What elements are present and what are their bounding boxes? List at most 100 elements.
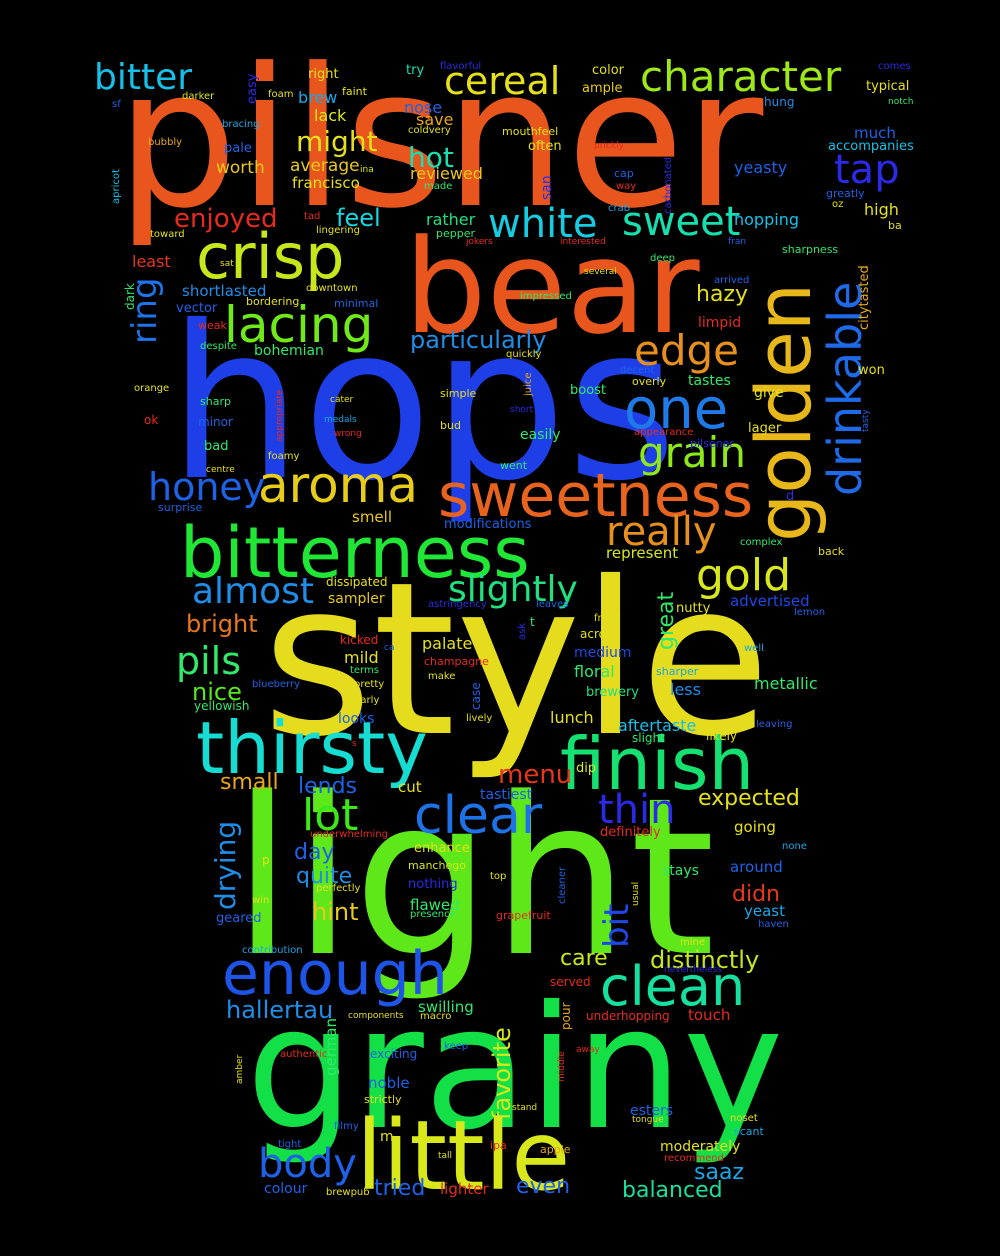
- word: macro: [420, 1011, 452, 1022]
- word: pilsener: [690, 437, 734, 450]
- word: pour: [559, 1002, 573, 1031]
- word: didn: [732, 882, 780, 907]
- word: amber: [235, 1054, 245, 1084]
- word: underwhelming: [310, 829, 388, 840]
- word: short: [510, 405, 534, 415]
- word: aroma: [258, 456, 419, 514]
- word: enhance: [414, 841, 470, 856]
- word: going: [734, 818, 776, 836]
- word: orange: [134, 383, 170, 394]
- word: golden: [739, 282, 828, 542]
- word: might: [296, 125, 378, 158]
- word: tongue: [632, 1115, 664, 1125]
- word: across: [580, 627, 619, 641]
- word: lunch: [550, 708, 594, 727]
- word: geared: [216, 911, 262, 926]
- word: modifications: [444, 517, 532, 532]
- word: underhopping: [586, 1009, 670, 1023]
- word: tasty: [861, 409, 871, 432]
- word: lot: [302, 790, 359, 841]
- word: ba: [888, 219, 902, 232]
- word: oz: [832, 199, 844, 210]
- word: finish: [560, 722, 755, 806]
- word: went: [500, 459, 528, 472]
- word: cap: [614, 167, 634, 180]
- word: coldvery: [408, 125, 451, 136]
- word: surprise: [158, 501, 203, 514]
- word: little: [356, 1100, 571, 1212]
- word: advertised: [730, 592, 810, 610]
- word: character: [640, 52, 842, 101]
- word: much: [854, 124, 896, 142]
- word: one: [624, 377, 729, 442]
- word: simple: [440, 387, 477, 400]
- word: bohemian: [254, 343, 324, 359]
- word: brewery: [586, 685, 639, 700]
- word: lively: [466, 713, 493, 724]
- word: hops: [168, 280, 678, 527]
- word: strictly: [364, 1093, 402, 1106]
- word: quite: [296, 864, 353, 889]
- word: honey: [148, 465, 266, 509]
- word: clearly: [346, 695, 380, 706]
- word: ok: [144, 413, 159, 427]
- word: crisp: [196, 220, 345, 293]
- word: carbonated: [663, 156, 674, 214]
- word: sat: [220, 259, 234, 269]
- word: balanced: [622, 1178, 723, 1203]
- word: leaves: [536, 599, 569, 610]
- word: shortlasted: [182, 282, 267, 300]
- word: expected: [698, 786, 800, 811]
- word: swilling: [418, 998, 474, 1016]
- word: reviewed: [410, 164, 483, 183]
- word: greatly: [826, 187, 865, 200]
- word: pepper: [436, 227, 476, 240]
- word: cleaner: [557, 866, 568, 904]
- word: cater: [330, 395, 354, 405]
- word: bit: [597, 903, 637, 948]
- word: presence: [410, 909, 456, 920]
- word: vector: [176, 301, 218, 316]
- word: lager: [748, 421, 782, 436]
- word: give: [754, 385, 784, 401]
- word: faint: [342, 85, 367, 98]
- word: tight: [278, 1139, 302, 1150]
- word: juice: [523, 372, 534, 396]
- word: well: [744, 643, 764, 654]
- word: around: [730, 858, 783, 876]
- word: edge: [634, 326, 739, 375]
- word: d: [786, 489, 795, 504]
- word: contribution: [242, 945, 303, 956]
- word: right: [308, 67, 339, 82]
- word: saaz: [694, 1160, 744, 1185]
- word: nice: [192, 678, 242, 706]
- word: sharp: [200, 395, 231, 408]
- word: several: [584, 267, 617, 277]
- word: clear: [414, 786, 543, 846]
- word: high: [864, 200, 899, 219]
- word: slight: [632, 731, 665, 745]
- word: darker: [182, 91, 215, 102]
- word: fran: [728, 237, 747, 247]
- word: sampler: [328, 591, 385, 607]
- word: flavorful: [440, 61, 482, 72]
- word: boost: [570, 383, 607, 398]
- word: palate: [422, 634, 473, 653]
- word: cut: [398, 778, 422, 796]
- word: win: [252, 895, 270, 906]
- word: astringency: [428, 599, 487, 610]
- word: hazy: [696, 282, 748, 307]
- word: francisco: [292, 174, 360, 192]
- word: none: [782, 841, 807, 852]
- word: bright: [186, 610, 258, 638]
- word: bracing: [222, 119, 260, 130]
- word: yellowish: [194, 699, 250, 713]
- word: prickly: [594, 141, 624, 151]
- word: deep: [650, 253, 675, 264]
- word: perfectly: [316, 883, 361, 894]
- word: favorite: [488, 1027, 516, 1120]
- word: light: [232, 752, 716, 1005]
- word: dip: [576, 761, 597, 776]
- word: wrong: [334, 429, 362, 439]
- word: pils: [176, 639, 242, 683]
